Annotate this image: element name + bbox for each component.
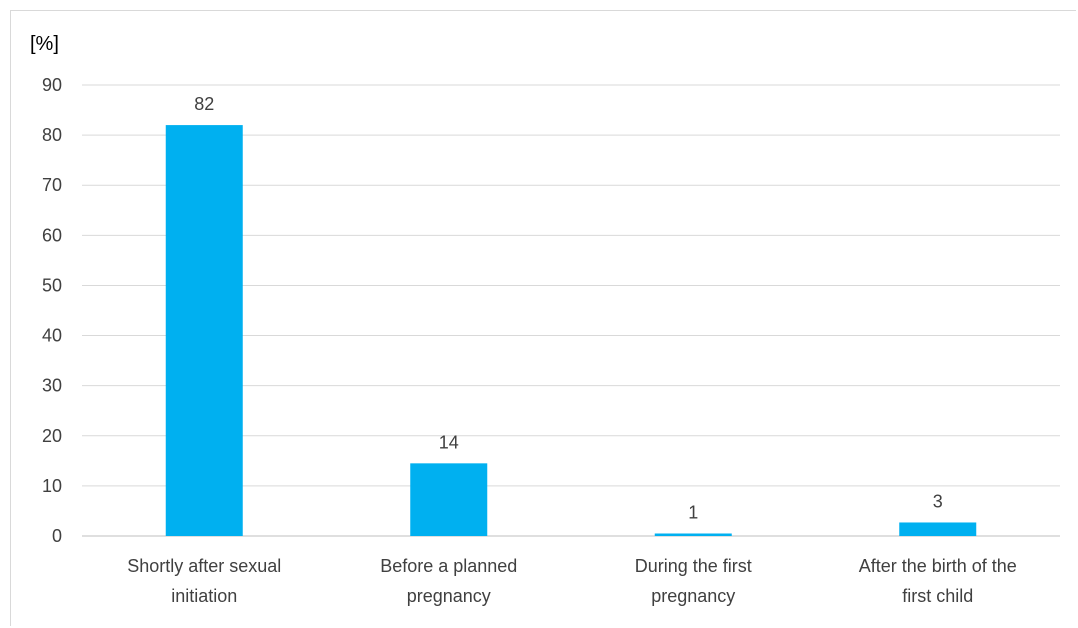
y-tick-label: 40 [42,326,62,346]
y-tick-label: 10 [42,476,62,496]
category-label: Before a planned [380,556,517,576]
data-labels: 82 14 1 3 [194,94,943,522]
category-labels: Shortly after sexual initiation Before a p… [127,556,1017,606]
category-label: During the first [635,556,752,576]
data-label: 14 [439,432,459,452]
category-label: Shortly after sexual [127,556,281,576]
data-label: 1 [688,502,698,522]
bar [410,463,488,536]
category-label: After the birth of the [859,556,1017,576]
category-label: initiation [171,586,237,606]
y-tick-label: 0 [52,526,62,546]
category-label: first child [902,586,973,606]
category-label: pregnancy [407,586,491,606]
y-tick-label: 70 [42,175,62,195]
y-unit-label: [%] [30,33,59,55]
y-tick-label: 20 [42,426,62,446]
bar [165,125,243,536]
data-label: 82 [194,94,214,114]
y-tick-label: 80 [42,125,62,145]
y-tick-label: 90 [42,75,62,95]
y-tick-label: 50 [42,275,62,295]
bar [899,522,977,536]
category-label: pregnancy [651,586,735,606]
gridlines [82,84,1060,537]
y-tick-label: 60 [42,225,62,245]
y-tick-labels: 0 10 20 30 40 50 60 70 80 90 [42,75,62,546]
bars [165,125,977,536]
bar [654,533,732,536]
y-tick-label: 30 [42,376,62,396]
data-label: 3 [933,491,943,511]
